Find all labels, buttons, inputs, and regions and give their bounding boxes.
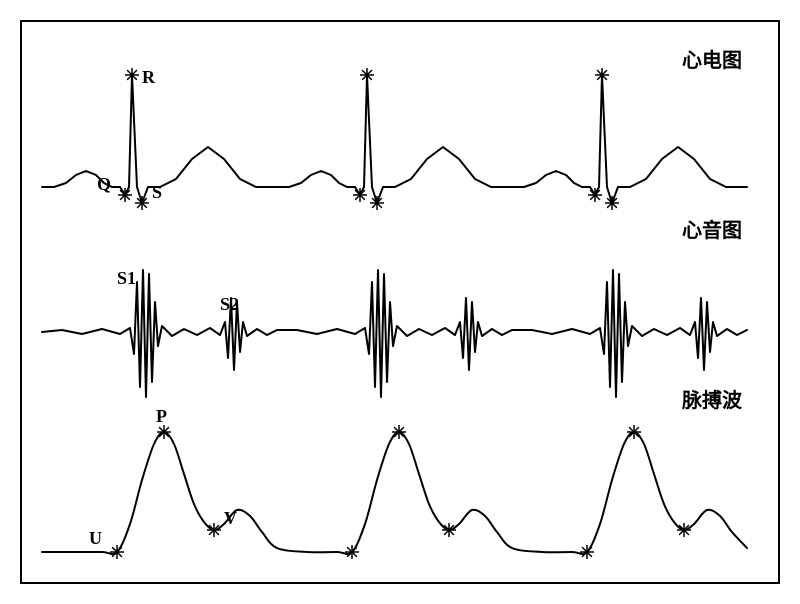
marker-asterisk (627, 425, 641, 439)
marker-asterisk (595, 68, 609, 82)
marker-asterisk (118, 188, 132, 202)
pcg-trace (42, 270, 747, 397)
pulse-title: 脉搏波 (681, 388, 743, 412)
pulse-label-V: V (224, 508, 237, 528)
marker-asterisk (207, 523, 221, 537)
marker-asterisk (580, 545, 594, 559)
marker-asterisk (125, 68, 139, 82)
marker-asterisk (353, 188, 367, 202)
pulse-label-P: P (156, 406, 167, 426)
ecg-label-Q: Q (97, 174, 111, 194)
ecg-trace (42, 75, 747, 203)
waveform-panel: 心电图 Q R S 心音图 S1 S2 脉搏波 U P V (20, 20, 780, 584)
pcg-title: 心音图 (682, 218, 742, 242)
marker-asterisk (110, 545, 124, 559)
pcg-label-S1: S1 (117, 268, 136, 288)
marker-asterisk (677, 523, 691, 537)
marker-asterisk (392, 425, 406, 439)
marker-asterisk (605, 196, 619, 210)
pulse-trace (42, 432, 747, 554)
marker-asterisk (588, 188, 602, 202)
ecg-label-S: S (152, 182, 162, 202)
ecg-title: 心电图 (682, 49, 742, 72)
marker-asterisk (157, 425, 171, 439)
pulse-label-U: U (89, 528, 102, 548)
marker-asterisk (370, 196, 384, 210)
marker-asterisk (360, 68, 374, 82)
marker-asterisk (135, 196, 149, 210)
waveform-svg: 心电图 Q R S 心音图 S1 S2 脉搏波 U P V (22, 22, 782, 582)
marker-asterisk (345, 545, 359, 559)
pcg-label-S2: S2 (220, 294, 239, 314)
ecg-label-R: R (142, 67, 156, 87)
marker-asterisk (442, 523, 456, 537)
